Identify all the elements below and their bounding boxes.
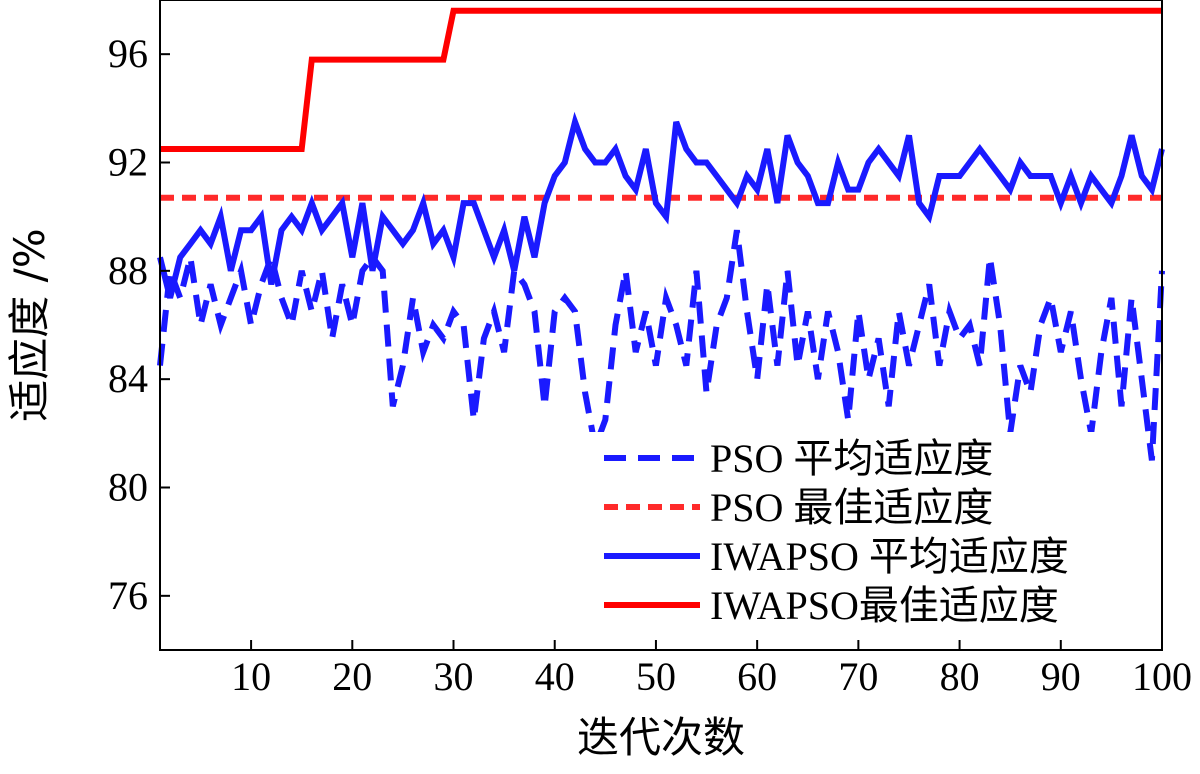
series-layer [157, 7, 1165, 461]
legend-label-3: IWAPSO最佳适应度 [710, 583, 1059, 628]
x-tick-label: 30 [434, 654, 474, 699]
y-tick-label: 96 [108, 31, 148, 76]
y-axis: 76 80 84 88 92 96 [108, 31, 170, 618]
y-tick-label: 88 [108, 248, 148, 293]
series-line-0 [157, 229, 1165, 461]
x-tick-label: 40 [535, 654, 575, 699]
y-tick-label: 84 [108, 356, 148, 401]
y-tick-label: 92 [108, 140, 148, 185]
x-tick-label: 80 [940, 654, 980, 699]
y-tick-label: 76 [108, 573, 148, 618]
x-tick-label: 20 [332, 654, 372, 699]
x-tick-label: 90 [1041, 654, 1081, 699]
x-axis: 10 20 30 40 50 60 70 80 90 100 [231, 640, 1192, 699]
legend-label-0: PSO 平均适应度 [710, 436, 993, 481]
x-axis-title: 迭代次数 [577, 713, 745, 762]
series-line-3 [160, 7, 1162, 152]
legend-label-1: PSO 最佳适应度 [710, 485, 993, 530]
x-tick-label: 100 [1132, 654, 1192, 699]
x-tick-label: 70 [838, 654, 878, 699]
y-tick-label: 80 [108, 465, 148, 510]
x-tick-label: 50 [636, 654, 676, 699]
legend-label-2: IWAPSO 平均适应度 [710, 534, 1069, 579]
x-tick-label: 10 [231, 654, 271, 699]
plot-area-frame [159, 0, 1163, 651]
y-axis-title: 适应度 /% [5, 228, 54, 421]
series-line-2 [157, 111, 1165, 299]
x-tick-label: 60 [737, 654, 777, 699]
